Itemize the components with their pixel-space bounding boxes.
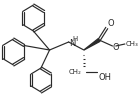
Text: CH₃: CH₃ — [126, 41, 139, 47]
Text: O: O — [113, 42, 120, 51]
Polygon shape — [84, 39, 100, 50]
Text: N: N — [69, 39, 75, 48]
Text: OH: OH — [98, 73, 111, 82]
Text: O: O — [108, 19, 114, 28]
Text: CH₂: CH₂ — [69, 69, 82, 75]
Text: H: H — [73, 36, 78, 41]
